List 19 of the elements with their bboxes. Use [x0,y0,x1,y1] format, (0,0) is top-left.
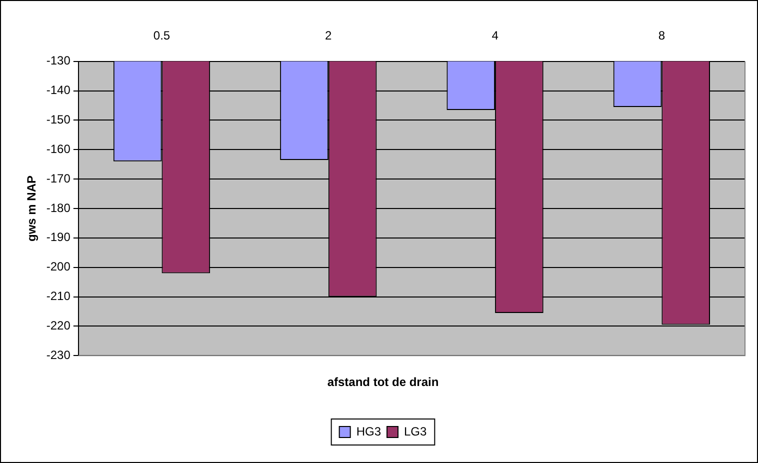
y-tick-label: -130 [46,54,71,68]
y-tick-label: -160 [46,142,71,156]
legend-label: LG3 [404,424,428,438]
x-tick-label: 2 [325,28,332,43]
y-tick-label: -170 [46,171,71,186]
y-tick-label: -180 [46,200,71,215]
y-tick-label: -220 [46,318,71,332]
x-tick-label: 4 [492,28,499,43]
legend-label: HG3 [356,424,382,438]
y-tick-label: -230 [46,348,71,362]
y-tick-label: -190 [46,230,71,244]
y-tick-label: -140 [46,83,71,98]
x-tick-label: 8 [658,28,666,43]
y-tick-label: -210 [46,289,71,304]
y-tick-label: -200 [46,260,71,274]
x-tick-label: 0.5 [153,28,170,43]
x-axis-title: afstand tot de drain [327,375,439,390]
y-tick-label: -150 [46,112,71,127]
y-axis-title: gws m NAP [24,175,39,242]
